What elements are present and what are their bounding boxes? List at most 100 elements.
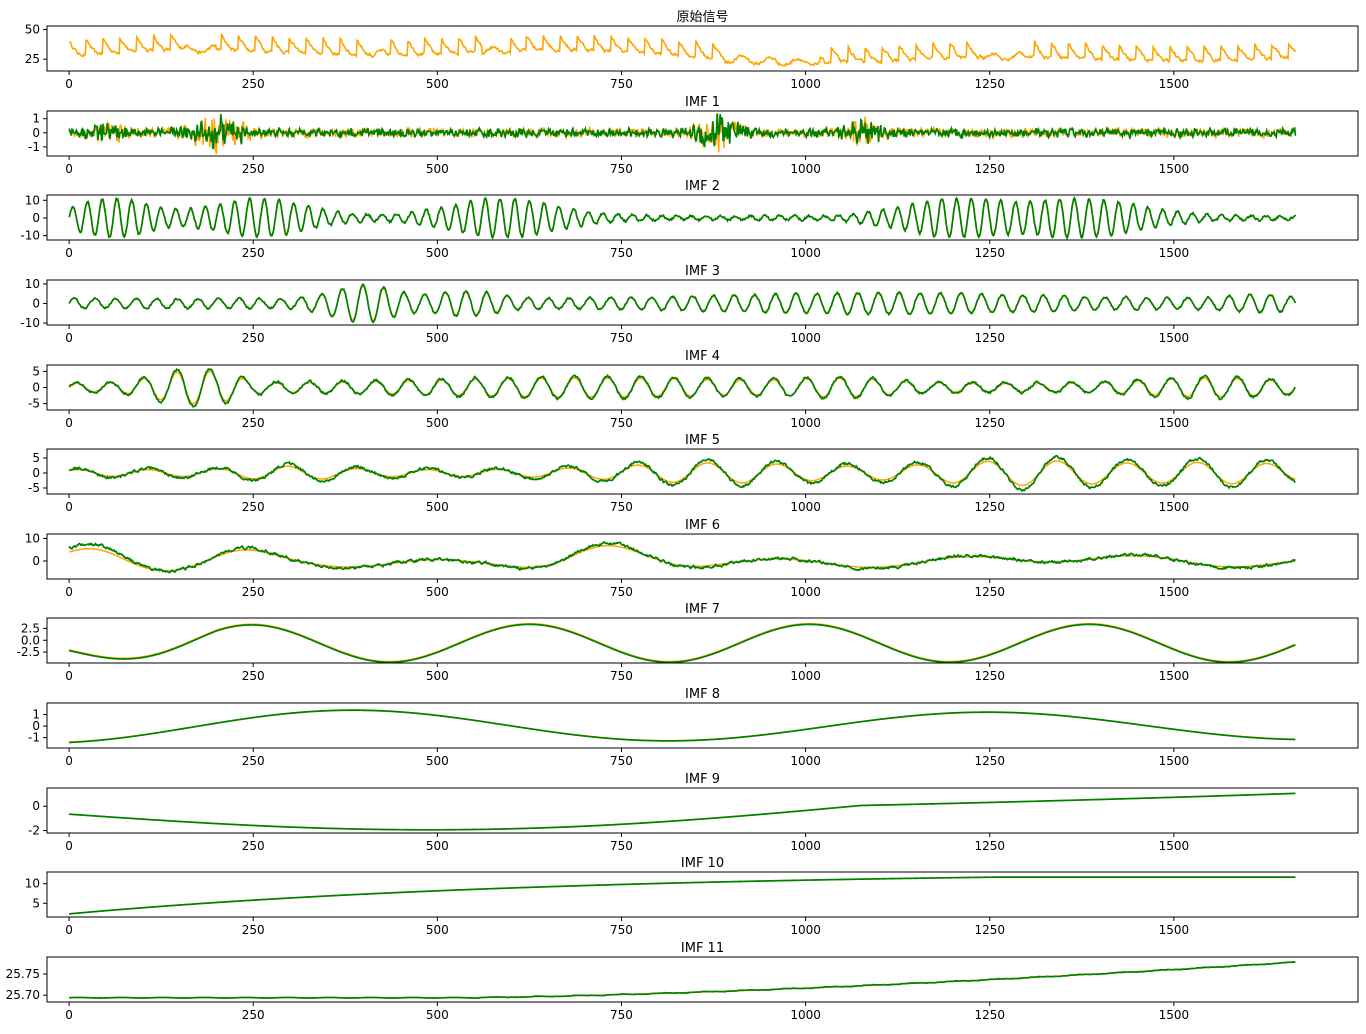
y-tick-label: 0 [32,799,40,813]
series-reconstructed [68,196,1297,240]
x-tick-label: 1500 [1159,77,1190,91]
x-tick-label: 750 [610,923,633,937]
x-tick-label: 0 [65,585,73,599]
y-tick-label: -1 [28,140,40,154]
x-tick-label: 500 [426,500,449,514]
axes-frame [46,787,1359,834]
panel-title: IMF 9 [685,772,720,787]
x-tick-label: 1500 [1159,246,1190,260]
x-tick-label: 1000 [790,416,821,430]
x-tick-label: 250 [242,585,265,599]
x-tick-label: 0 [65,839,73,853]
x-tick-label: 1000 [790,162,821,176]
x-tick-label: 0 [65,923,73,937]
panel-2: IMF 2 -10 0 10 0 250 500 750 1000 1250 1500 [20,179,1359,260]
y-tick-label: 0 [32,296,40,310]
y-tick-label: 5 [32,451,40,465]
x-tick-label: 1500 [1159,500,1190,514]
x-tick-label: 500 [426,416,449,430]
x-tick-label: 500 [426,585,449,599]
x-tick-label: 1000 [790,923,821,937]
x-tick-label: 500 [426,839,449,853]
x-tick-label: 250 [242,162,265,176]
x-tick-label: 1500 [1159,754,1190,768]
series-reconstructed [68,113,1297,150]
axes-frame [46,956,1359,1003]
panel-title: IMF 3 [685,264,720,279]
series-reconstructed [69,961,1296,999]
x-tick-label: 1250 [974,162,1005,176]
x-tick-label: 500 [426,331,449,345]
panel-title: IMF 1 [685,95,720,110]
y-tick-label: 2.5 [21,621,40,635]
series-reconstructed [68,367,1296,408]
y-tick-label: 0 [32,554,40,568]
axes-frame [46,364,1359,411]
y-tick-label: 0 [32,719,40,733]
x-tick-label: 750 [610,1008,633,1022]
y-tick-label: -10 [20,316,40,330]
x-tick-label: 750 [610,77,633,91]
y-tick-label: 5 [32,364,40,378]
axes-frame [46,25,1359,72]
series-reconstructed [69,876,1296,915]
y-tick-label: -1 [28,731,40,745]
panel-title: IMF 5 [685,433,720,448]
y-tick-label: 5 [32,896,40,910]
panel-title: IMF 4 [685,349,720,364]
x-tick-label: 750 [610,500,633,514]
x-tick-label: 500 [426,754,449,768]
x-tick-label: 1500 [1159,669,1190,683]
x-tick-label: 1250 [974,246,1005,260]
y-tick-label: 0 [32,211,40,225]
x-tick-label: 0 [65,500,73,514]
x-tick-label: 250 [242,1008,265,1022]
x-tick-label: 0 [65,754,73,768]
x-tick-label: 750 [610,246,633,260]
x-tick-label: 1250 [974,331,1005,345]
y-tick-label: -5 [28,481,40,495]
axes-frame [46,533,1359,580]
panel-4: IMF 4 -5 0 5 0 250 500 750 1000 1250 1500 [28,349,1359,430]
x-tick-label: 500 [426,1008,449,1022]
y-tick-label: 10 [25,532,40,546]
panel-title: IMF 7 [685,602,720,617]
panel-10: IMF 10 5 10 0 250 500 750 1000 1250 1500 [25,856,1359,937]
series-original [68,32,1297,67]
x-tick-label: 0 [65,162,73,176]
x-tick-label: 1000 [790,585,821,599]
x-tick-label: 1000 [790,669,821,683]
panel-title: IMF 11 [681,941,724,956]
x-tick-label: 750 [610,754,633,768]
x-tick-label: 1000 [790,77,821,91]
x-tick-label: 250 [242,331,265,345]
x-tick-label: 1500 [1159,585,1190,599]
x-tick-label: 0 [65,77,73,91]
x-tick-label: 1250 [974,77,1005,91]
x-tick-label: 0 [65,1008,73,1022]
x-tick-label: 1250 [974,500,1005,514]
panel-title: IMF 10 [681,856,724,871]
panel-7: IMF 7 -2.50.02.5 0 250 500 750 1000 1250 1500 [17,602,1359,683]
y-tick-label: 25 [25,52,40,66]
y-tick-label: 0 [32,466,40,480]
panel-title: IMF 6 [685,518,720,533]
axes-frame [46,871,1359,918]
panel-title: IMF 8 [685,687,720,702]
y-tick-label: -10 [20,229,40,243]
x-tick-label: 1500 [1159,923,1190,937]
x-tick-label: 1500 [1159,331,1190,345]
y-tick-label: -5 [28,397,40,411]
x-tick-label: 1500 [1159,162,1190,176]
y-tick-label: 25.75 [6,967,40,981]
panel-6: IMF 6 0 10 0 250 500 750 1000 1250 1500 [25,518,1359,599]
series-reconstructed [69,709,1296,744]
x-tick-label: 1250 [974,585,1005,599]
series-reconstructed [68,623,1296,663]
x-tick-label: 1000 [790,246,821,260]
x-tick-label: 1250 [974,923,1005,937]
